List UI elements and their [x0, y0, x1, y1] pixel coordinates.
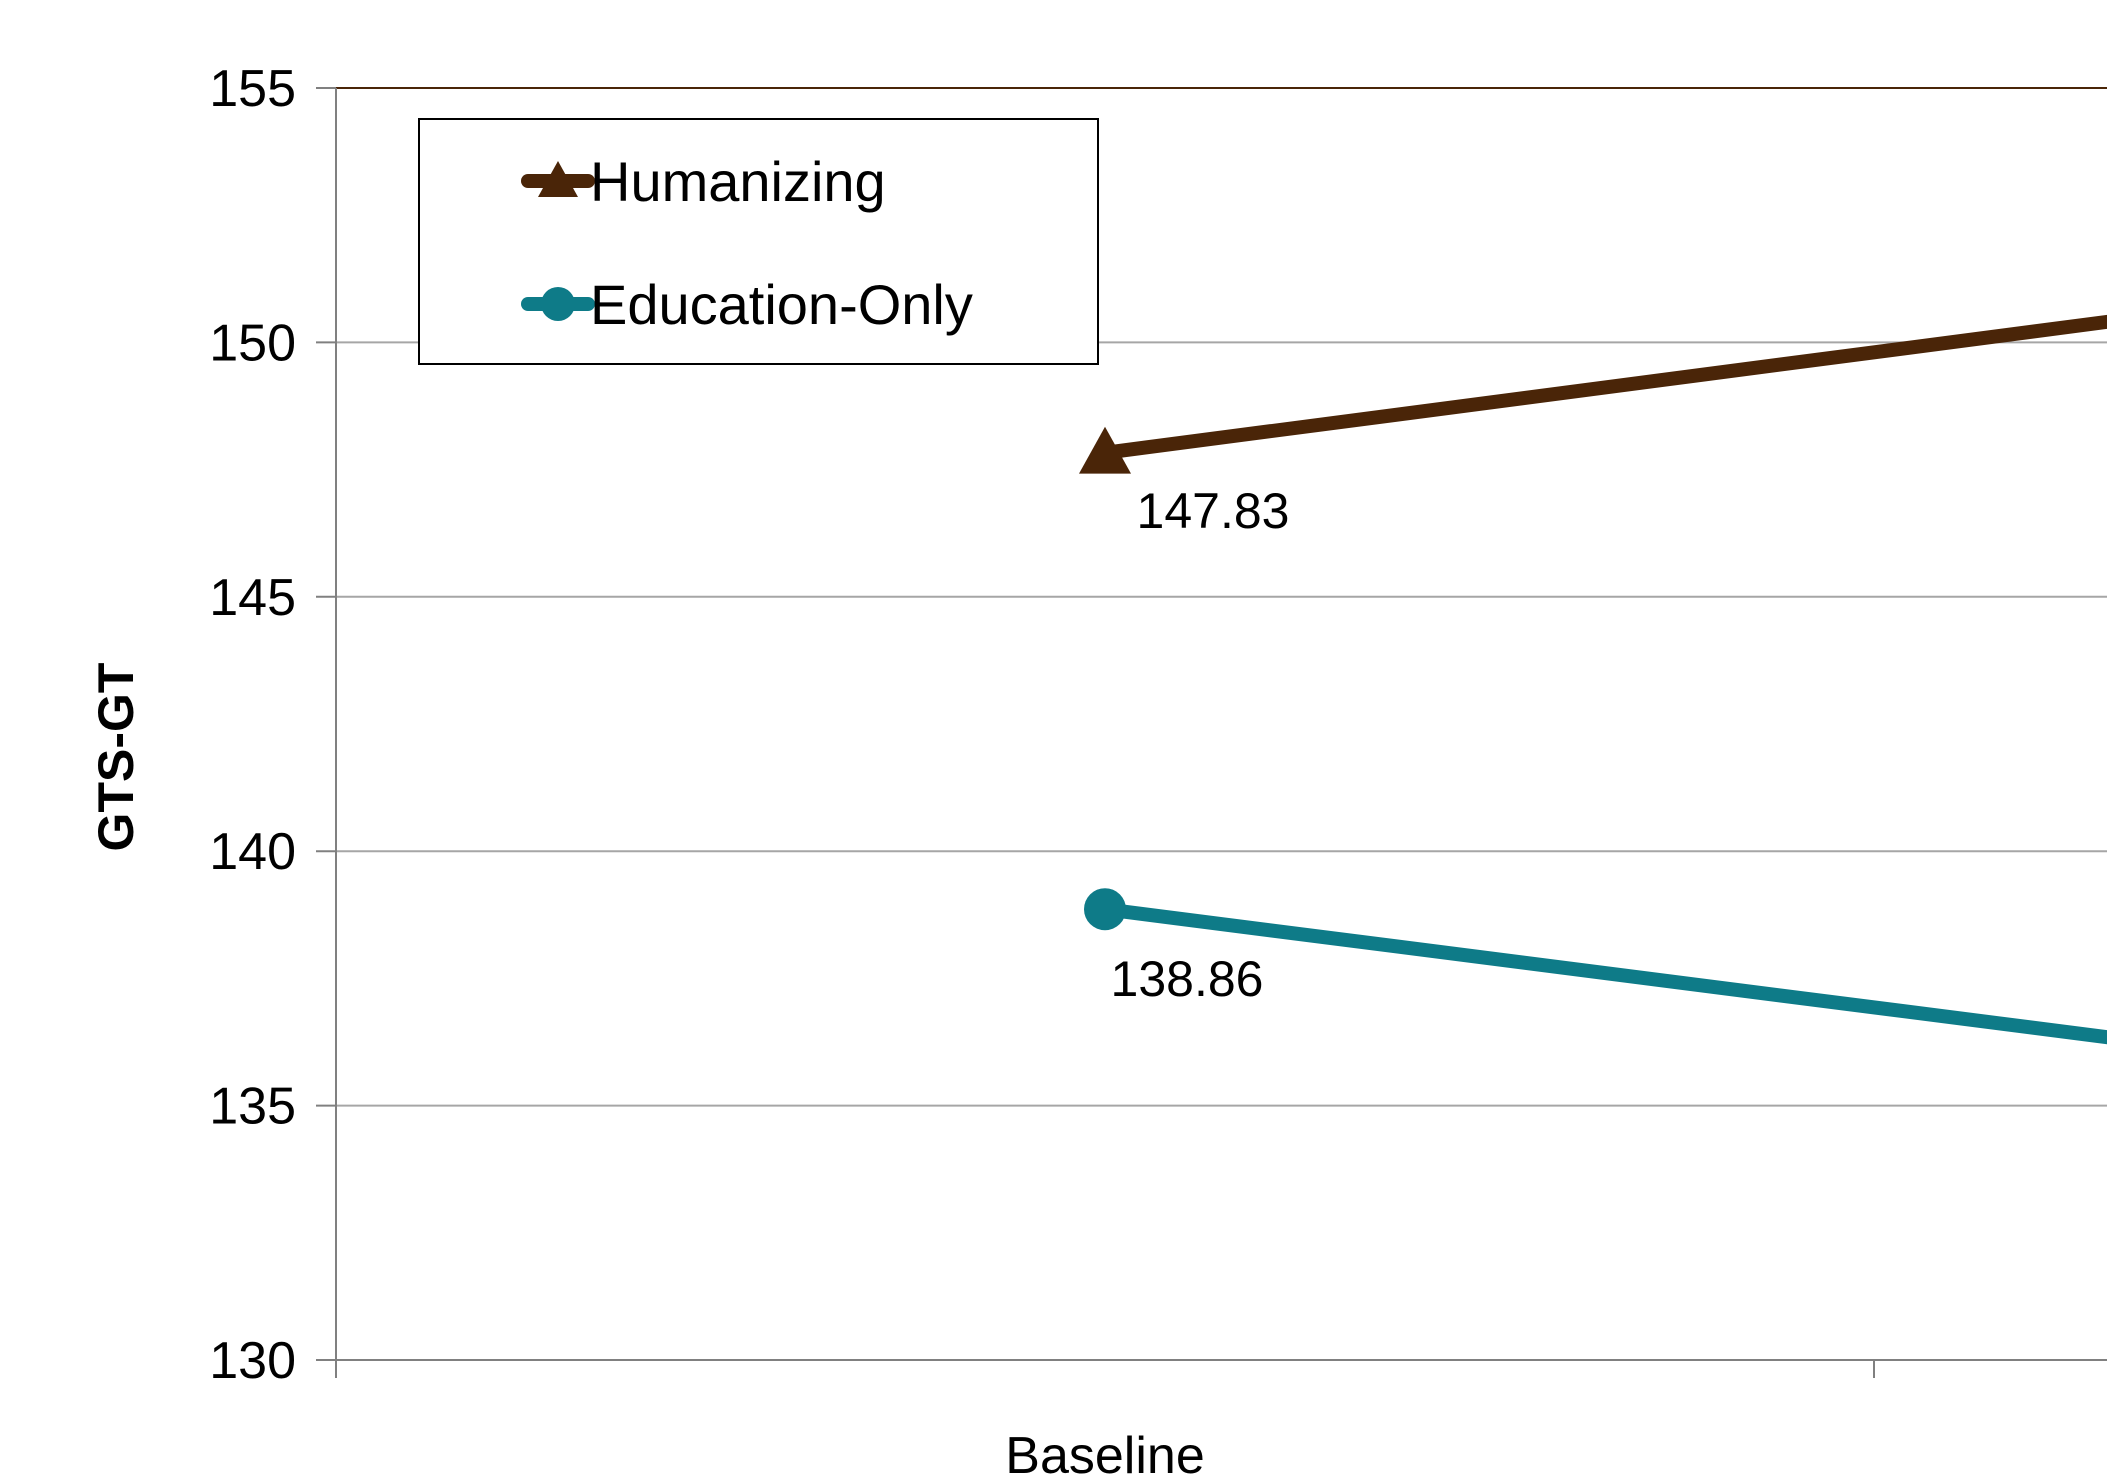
- y-tick-label: 140: [209, 823, 296, 881]
- series-humanizing: 147.83151.78a: [1079, 314, 2107, 539]
- data-label-value: 138.86: [1111, 951, 1264, 1007]
- y-axis-title: GTS-GT: [88, 663, 144, 852]
- legend: Humanizing Education-Only: [418, 118, 1099, 365]
- legend-item: Humanizing: [521, 150, 886, 213]
- series-education-only: 138.86135.00b: [1084, 888, 2107, 1045]
- y-tick-label: 155: [209, 60, 296, 118]
- legend-swatch-marker: [538, 161, 578, 197]
- data-label-value: 147.83: [1137, 483, 1290, 539]
- legend-box: [418, 118, 1099, 365]
- y-tick-label: 130: [209, 1332, 296, 1390]
- legend-item: Education-Only: [521, 273, 973, 336]
- gridlines: [316, 87, 2107, 1378]
- x-category-label: Baseline: [1005, 1427, 1204, 1479]
- y-tick-labels: 130 135 140 145 150 155: [209, 60, 296, 1390]
- data-point: [1084, 888, 1126, 931]
- data-label: 138.86: [1111, 951, 1264, 1007]
- legend-label: Humanizing: [590, 150, 886, 213]
- data-point: [1079, 426, 1131, 474]
- series-line: [1104, 902, 2107, 1045]
- data-label: 147.83: [1137, 483, 1290, 539]
- x-category-labels: BaselinePost-Test: [1005, 1427, 1204, 1479]
- legend-label: Education-Only: [590, 273, 973, 336]
- series-layer: 147.83151.78a 138.86135.00b: [1079, 314, 2107, 1045]
- y-tick-label: 145: [209, 569, 296, 627]
- legend-swatch-marker: [541, 287, 575, 321]
- y-tick-label: 135: [209, 1078, 296, 1136]
- axes: [335, 88, 2107, 1378]
- series-line: [1104, 314, 2107, 460]
- y-tick-label: 150: [209, 314, 296, 372]
